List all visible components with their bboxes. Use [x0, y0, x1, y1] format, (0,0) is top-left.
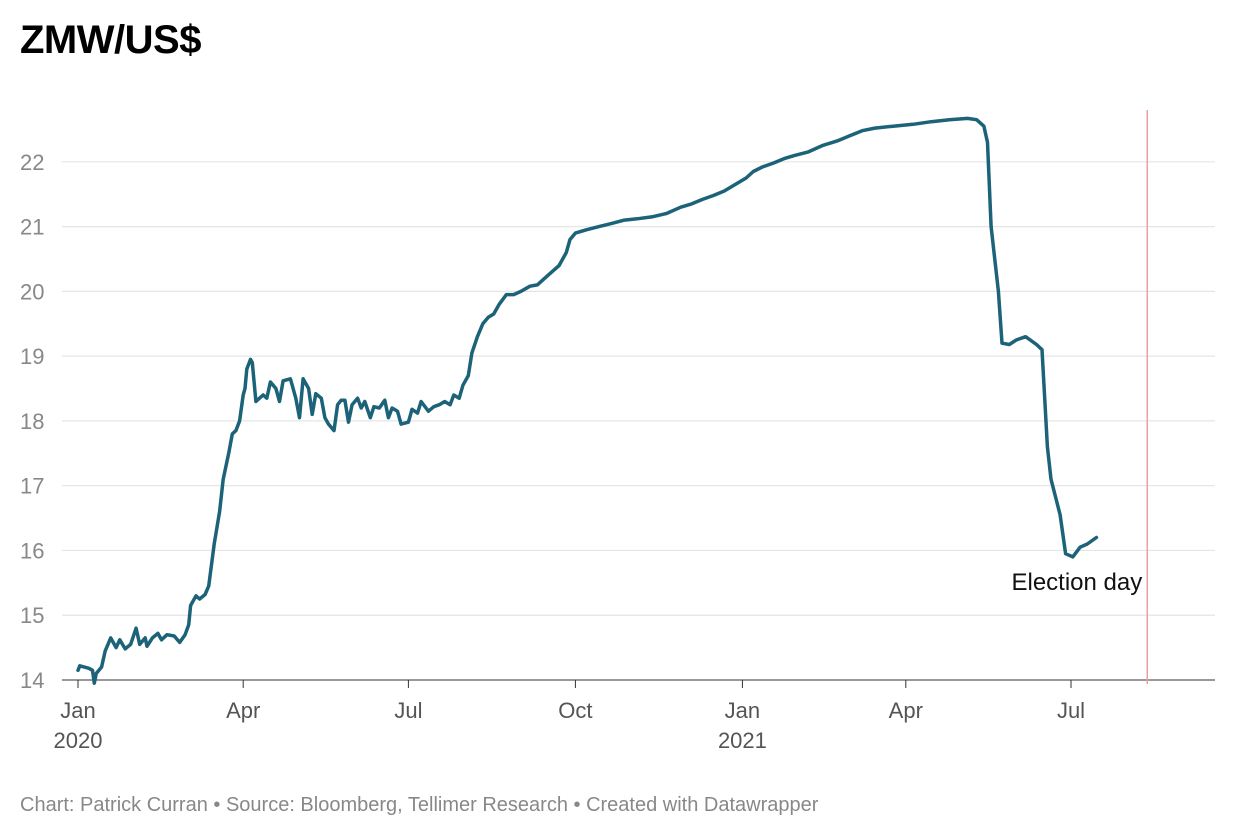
- x-tick-label: Jan: [725, 698, 760, 723]
- y-tick-label: 21: [20, 215, 44, 240]
- gridlines: [62, 161, 1215, 681]
- x-tick-label: Jul: [1057, 698, 1085, 723]
- series-line: [76, 116, 1099, 685]
- chart-title: ZMW/US$: [20, 18, 201, 62]
- x-tick-label: Apr: [226, 698, 260, 723]
- y-tick-label: 18: [20, 409, 44, 434]
- x-tick-year-label: 2020: [54, 728, 103, 753]
- x-axis-ticks: Jan 2020 Apr Jul Oct Jan 2021 Apr Jul: [54, 680, 1085, 753]
- x-tick-label: Jan: [60, 698, 95, 723]
- x-tick-year-label: 2021: [718, 728, 767, 753]
- x-tick-label: Oct: [558, 698, 592, 723]
- y-tick-label: 14: [20, 668, 44, 693]
- y-tick-label: 19: [20, 344, 44, 369]
- y-tick-label: 22: [20, 150, 44, 175]
- chart-footer: Chart: Patrick Curran • Source: Bloomber…: [20, 794, 819, 816]
- y-tick-label: 15: [20, 603, 44, 628]
- x-tick-label: Jul: [394, 698, 422, 723]
- y-tick-label: 20: [20, 279, 44, 304]
- election-day-label: Election day: [1011, 569, 1142, 596]
- x-tick-label: Apr: [889, 698, 923, 723]
- y-axis-ticks: 14 15 16 17 18 19 20 21 22: [20, 150, 44, 693]
- annotations: Election day: [1011, 110, 1148, 684]
- y-tick-label: 17: [20, 474, 44, 499]
- y-tick-label: 16: [20, 538, 44, 563]
